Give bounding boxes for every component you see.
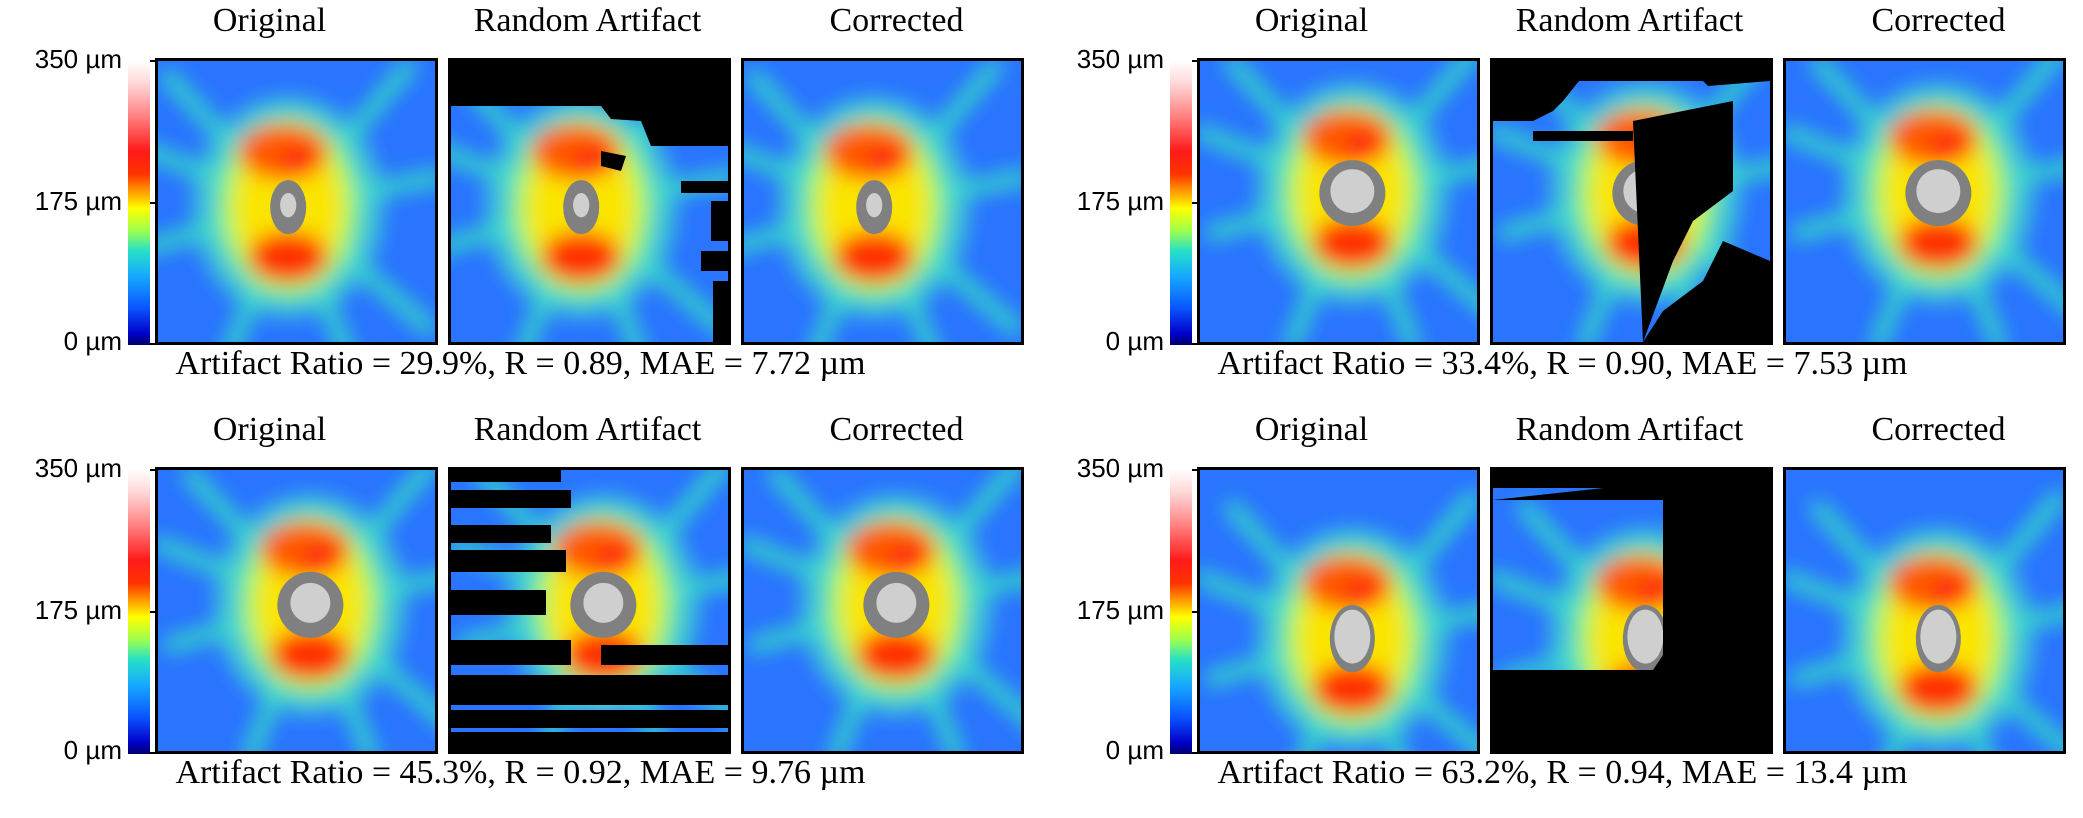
colorbar-tick-min: 0 µm: [63, 326, 122, 356]
colorbar-gradient: [1170, 469, 1192, 754]
heatmap-original: [1200, 470, 1477, 751]
map-random-artifact: [448, 467, 731, 754]
heatmap-original: [1200, 61, 1477, 342]
colorbar-tick-min: 0 µm: [1105, 326, 1164, 356]
title-original: Original: [1254, 2, 1369, 39]
colorbar-tick-min: 0 µm: [63, 735, 122, 765]
heatmap-artifact: [1493, 61, 1770, 342]
colorbar-tick-max: 350 µm: [34, 453, 122, 483]
map-corrected: [741, 467, 1024, 754]
map-corrected: [1783, 467, 2066, 754]
panel-caption: Artifact Ratio = 29.9%, R = 0.89, MAE = …: [175, 345, 866, 382]
title-corrected: Corrected: [1871, 2, 2006, 39]
colorbar: [1170, 409, 1200, 818]
colorbar-gradient: [128, 60, 150, 345]
colorbar-gradient: [128, 469, 150, 754]
colorbar-tick-min: 0 µm: [1105, 735, 1164, 765]
panel-4: Original Random Artifact Corrected 350 µ…: [1042, 409, 2083, 818]
title-corrected: Corrected: [829, 411, 964, 448]
panel-caption: Artifact Ratio = 33.4%, R = 0.90, MAE = …: [1217, 345, 1908, 382]
map-original: [1197, 467, 1480, 754]
title-random-artifact: Random Artifact: [473, 2, 702, 39]
title-random-artifact: Random Artifact: [1515, 2, 1744, 39]
title-random-artifact: Random Artifact: [1515, 411, 1744, 448]
colorbar-tick-mid: 175 µm: [1076, 186, 1164, 216]
heatmap-corrected: [1786, 61, 2063, 342]
panel-1: Original Random Artifact Corrected 350 µ…: [0, 0, 1041, 409]
colorbar-gradient: [1170, 60, 1192, 345]
map-random-artifact: [1490, 467, 1773, 754]
map-original: [1197, 58, 1480, 345]
heatmap-artifact: [451, 470, 728, 751]
colorbar-tick-max: 350 µm: [1076, 44, 1164, 74]
heatmap-corrected: [744, 470, 1021, 751]
title-original: Original: [212, 411, 327, 448]
panel-caption: Artifact Ratio = 45.3%, R = 0.92, MAE = …: [175, 754, 866, 791]
heatmap-original: [158, 470, 435, 751]
map-random-artifact: [448, 58, 731, 345]
map-original: [155, 467, 438, 754]
colorbar-tick-mid: 175 µm: [1076, 595, 1164, 625]
map-corrected: [741, 58, 1024, 345]
map-original: [155, 58, 438, 345]
heatmap-artifact: [1493, 470, 1770, 751]
title-corrected: Corrected: [1871, 411, 2006, 448]
panel-3: Original Random Artifact Corrected 350 µ…: [0, 409, 1041, 818]
colorbar: [128, 409, 158, 818]
colorbar-tick-max: 350 µm: [1076, 453, 1164, 483]
heatmap-artifact: [451, 61, 728, 342]
colorbar-tick-max: 350 µm: [34, 44, 122, 74]
title-original: Original: [212, 2, 327, 39]
title-original: Original: [1254, 411, 1369, 448]
colorbar: [1170, 0, 1200, 409]
colorbar-tick-mid: 175 µm: [34, 186, 122, 216]
map-corrected: [1783, 58, 2066, 345]
colorbar-tick-mid: 175 µm: [34, 595, 122, 625]
heatmap-original: [158, 61, 435, 342]
heatmap-corrected: [1786, 470, 2063, 751]
title-random-artifact: Random Artifact: [473, 411, 702, 448]
panel-2: Original Random Artifact Corrected 350 µ…: [1042, 0, 2083, 409]
title-corrected: Corrected: [829, 2, 964, 39]
heatmap-corrected: [744, 61, 1021, 342]
colorbar: [128, 0, 158, 409]
map-random-artifact: [1490, 58, 1773, 345]
panel-caption: Artifact Ratio = 63.2%, R = 0.94, MAE = …: [1217, 754, 1908, 791]
